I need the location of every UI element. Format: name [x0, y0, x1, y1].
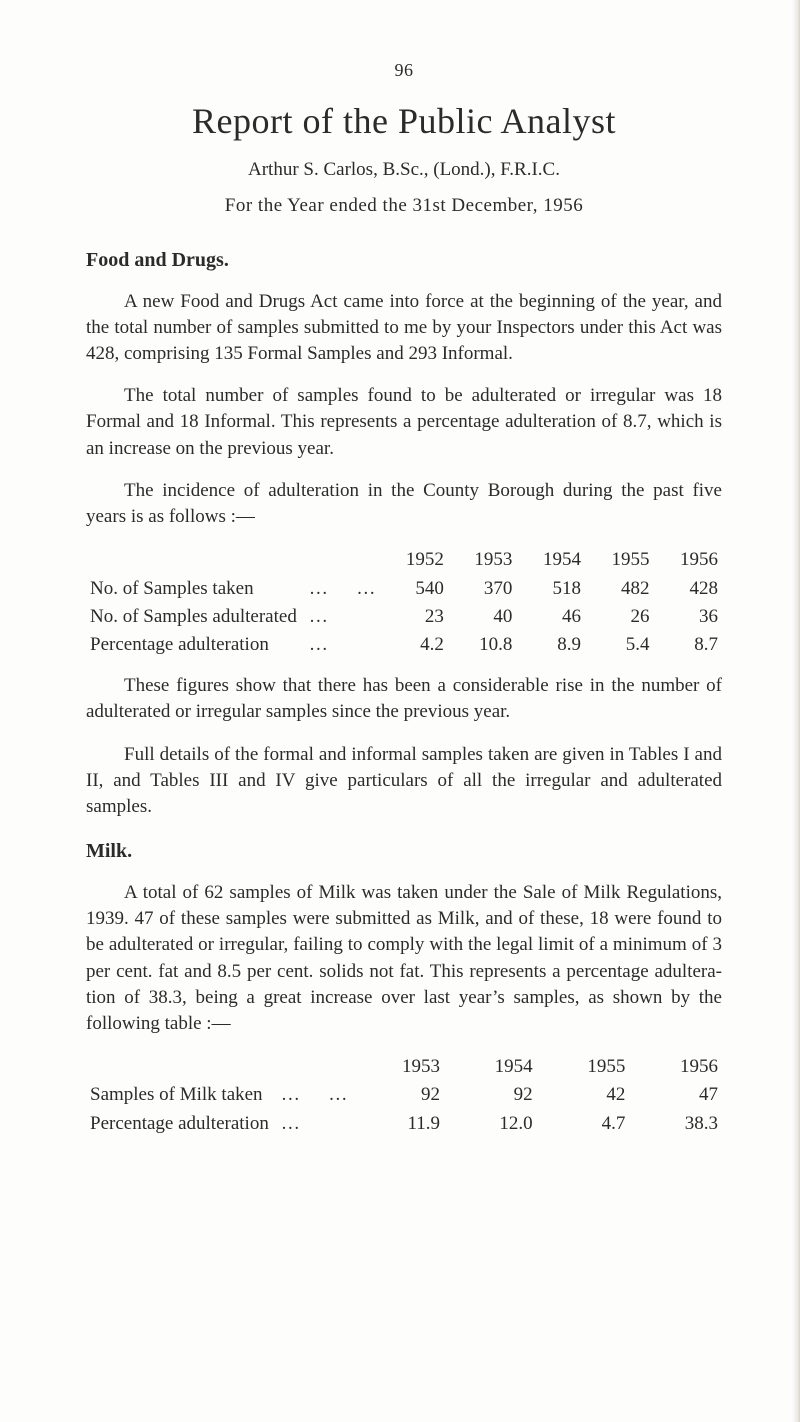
- table-cell: Percentage adulteration: [86, 631, 305, 659]
- table-cell: [86, 546, 305, 574]
- section-heading-milk: Milk.: [86, 838, 722, 866]
- table-cell: 46: [516, 603, 585, 631]
- table-cell: 10.8: [448, 631, 517, 659]
- adulteration-table: 1952 1953 1954 1955 1956 No. of Samples …: [86, 546, 722, 659]
- table-cell: 540: [379, 575, 448, 603]
- table-header-cell: 1953: [448, 546, 517, 574]
- table-row: Percentage adulteration … 11.9 12.0 4.7 …: [86, 1110, 722, 1138]
- table-cell: 428: [653, 575, 722, 603]
- table-cell: 26: [585, 603, 654, 631]
- table-cell: 36: [653, 603, 722, 631]
- table-cell: 42: [537, 1081, 630, 1109]
- table-cell: 23: [379, 603, 448, 631]
- table-row: No. of Samples taken … … 540 370 518 482…: [86, 575, 722, 603]
- page: 96 Report of the Public Analyst Arthur S…: [0, 0, 800, 1422]
- author-line: Arthur S. Carlos, B.Sc., (Lond.), F.R.I.…: [86, 157, 722, 183]
- table-cell: 38.3: [629, 1110, 722, 1138]
- page-number: 96: [86, 58, 722, 83]
- table-cell: [86, 1053, 277, 1081]
- table-row: 1952 1953 1954 1955 1956: [86, 546, 722, 574]
- paragraph: A new Food and Drugs Act came into force…: [86, 289, 722, 368]
- table-cell: 47: [629, 1081, 722, 1109]
- table-cell: Samples of Milk taken: [86, 1081, 277, 1109]
- report-title: Report of the Public Analyst: [86, 97, 722, 147]
- report-subtitle: For the Year ended the 31st December, 19…: [86, 193, 722, 219]
- table-cell: 40: [448, 603, 517, 631]
- table-header-cell: 1954: [516, 546, 585, 574]
- paragraph: The incidence of adulteration in the Cou…: [86, 478, 722, 530]
- table-cell: 8.9: [516, 631, 585, 659]
- paragraph: A total of 62 samples of Milk was taken …: [86, 880, 722, 1037]
- table-cell: …: [305, 631, 380, 659]
- table-cell: 4.7: [537, 1110, 630, 1138]
- table-cell: 518: [516, 575, 585, 603]
- table-cell: 370: [448, 575, 517, 603]
- table-cell: 482: [585, 575, 654, 603]
- table-cell: 4.2: [379, 631, 448, 659]
- table-cell: 11.9: [351, 1110, 444, 1138]
- paragraph: Full details of the formal and informal …: [86, 742, 722, 821]
- table-header-cell: 1956: [653, 546, 722, 574]
- table-cell: No. of Samples taken: [86, 575, 305, 603]
- table-cell: [277, 1053, 352, 1081]
- table-row: 1953 1954 1955 1956: [86, 1053, 722, 1081]
- table-header-cell: 1956: [629, 1053, 722, 1081]
- table-header-cell: 1955: [585, 546, 654, 574]
- table-row: Percentage adulteration … 4.2 10.8 8.9 5…: [86, 631, 722, 659]
- paragraph: The total number of samples found to be …: [86, 383, 722, 462]
- table-cell: …: [277, 1110, 352, 1138]
- table-cell: 12.0: [444, 1110, 537, 1138]
- table-cell: [305, 546, 380, 574]
- table-cell: …: [305, 603, 380, 631]
- table-header-cell: 1952: [379, 546, 448, 574]
- table-cell: 92: [444, 1081, 537, 1109]
- milk-table: 1953 1954 1955 1956 Samples of Milk take…: [86, 1053, 722, 1138]
- table-cell: Percentage adulteration: [86, 1110, 277, 1138]
- paragraph: These figures show that there has been a…: [86, 673, 722, 725]
- table-row: No. of Samples adulterated … 23 40 46 26…: [86, 603, 722, 631]
- table-header-cell: 1955: [537, 1053, 630, 1081]
- table-header-cell: 1954: [444, 1053, 537, 1081]
- table-header-cell: 1953: [351, 1053, 444, 1081]
- section-heading-food-drugs: Food and Drugs.: [86, 247, 722, 275]
- table-cell: 8.7: [653, 631, 722, 659]
- table-cell: … …: [305, 575, 380, 603]
- table-cell: 5.4: [585, 631, 654, 659]
- page-edge-shadow: [792, 0, 800, 1422]
- table-row: Samples of Milk taken … … 92 92 42 47: [86, 1081, 722, 1109]
- table-cell: 92: [351, 1081, 444, 1109]
- table-cell: No. of Samples adulterated: [86, 603, 305, 631]
- table-cell: … …: [277, 1081, 352, 1109]
